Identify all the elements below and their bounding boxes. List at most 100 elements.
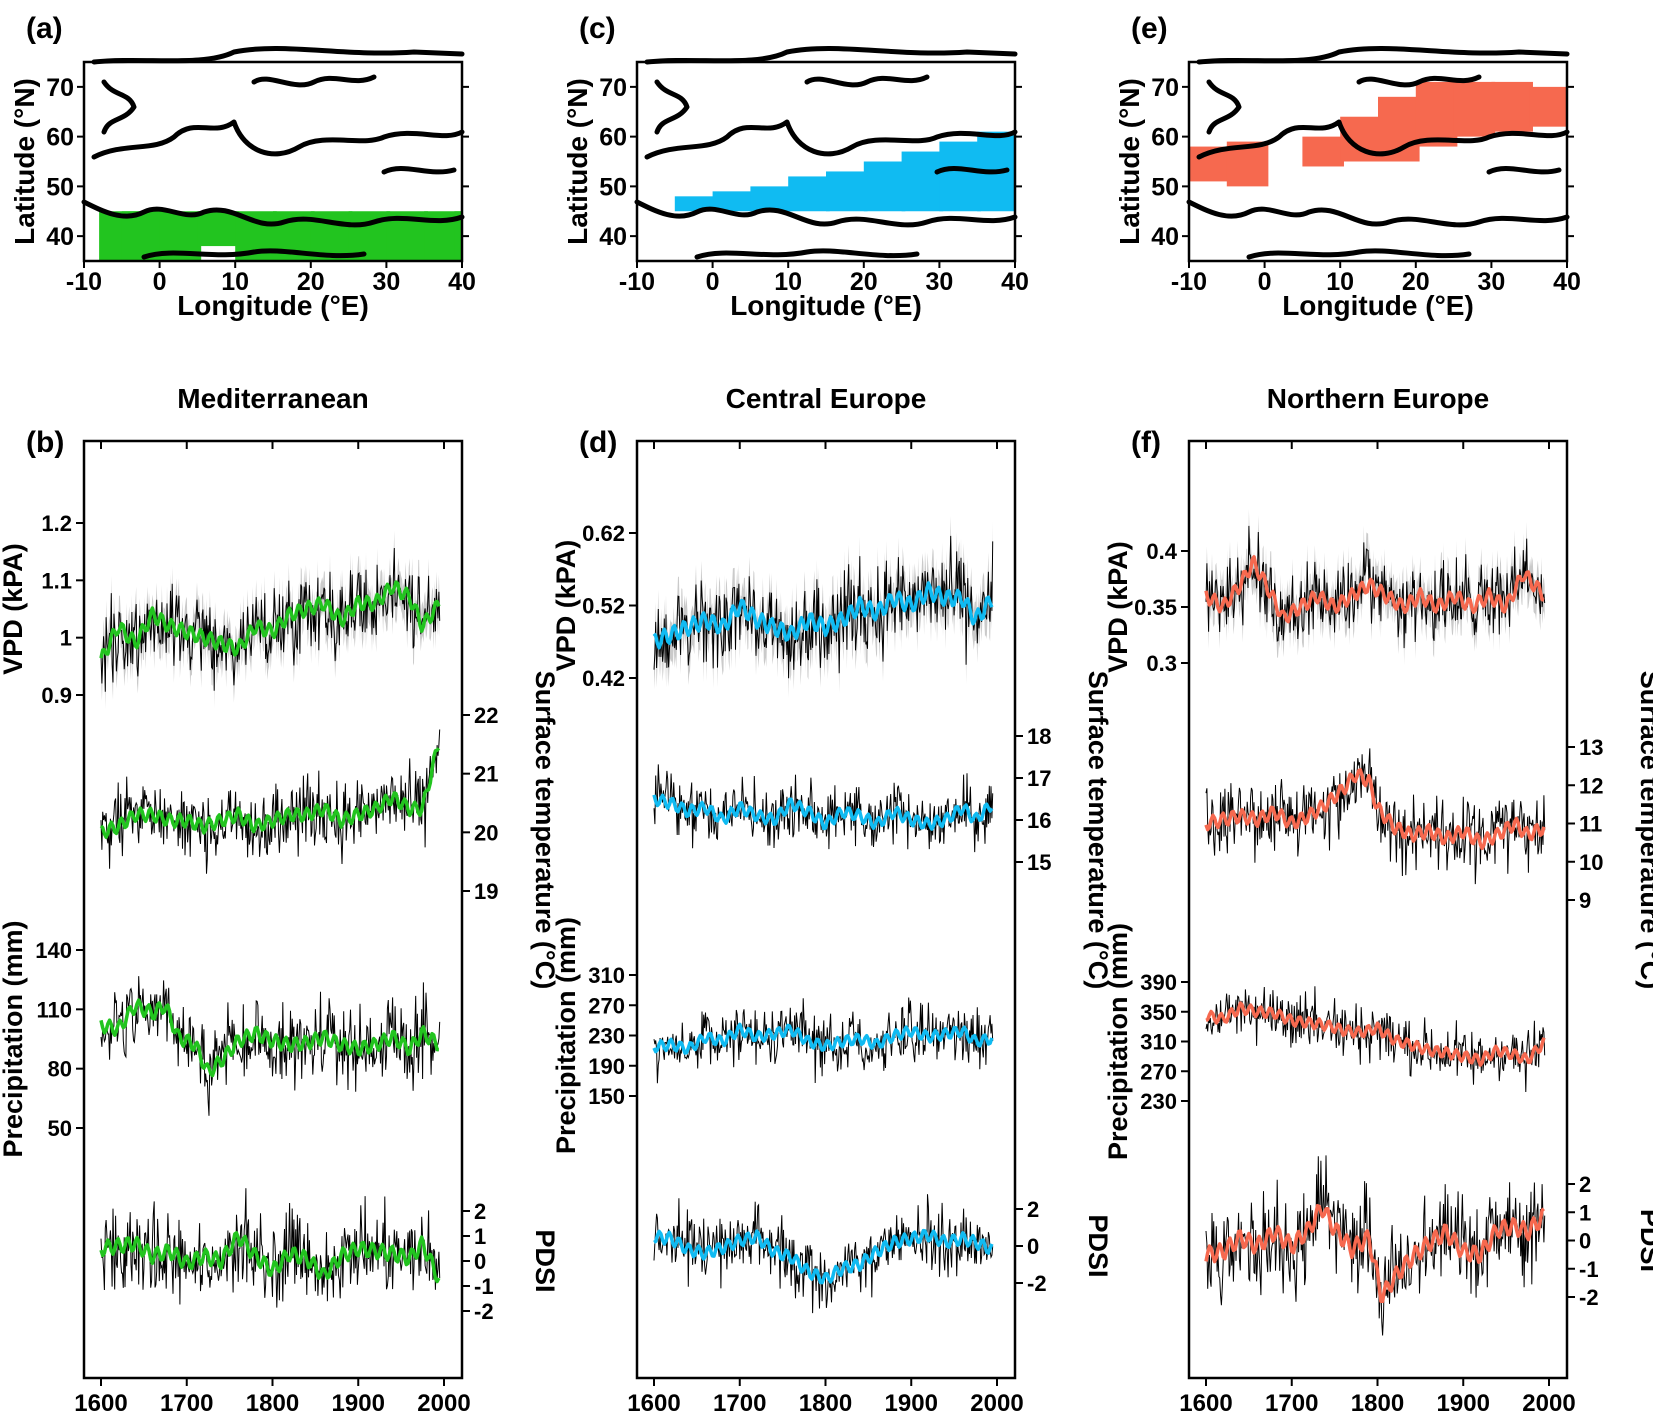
map-panel-0: -10 0 10 20 30 40 40 50 60 70 Longitude (°E) Latitu… <box>9 12 476 321</box>
y-tick-label: 110 <box>37 997 73 1022</box>
map-frame <box>82 60 464 263</box>
y-tick-label: 2 <box>474 1199 486 1224</box>
y-tick-label: 230 <box>1140 1089 1177 1114</box>
x-tick-label: 0 <box>153 268 167 296</box>
x-tick-label: 2000 <box>1522 1390 1575 1417</box>
y-tick-label: 0.9 <box>41 683 72 708</box>
map-panel-1: -10 0 10 20 30 40 40 50 60 70 Longitude (°E) Latitu… <box>562 12 1029 321</box>
x-tick-label: 1800 <box>1351 1390 1404 1417</box>
smoothed-line <box>1204 1203 1546 1304</box>
y-tick-label: 70 <box>46 74 74 102</box>
y-tick-label: 21 <box>474 762 498 787</box>
series-precipitation: 50 80 110 140 Precipitation (mm) <box>0 920 441 1158</box>
y-tick-label: -1 <box>1579 1257 1599 1282</box>
raw-line <box>653 997 994 1084</box>
y-tick-label: 140 <box>35 938 72 963</box>
map-frame <box>1187 60 1569 263</box>
region-cell <box>1491 81 1533 132</box>
raw-line <box>100 547 441 692</box>
series-vpd: 0.3 0.35 0.4 VPD (kPA) <box>1103 509 1546 676</box>
y-tick-label: 60 <box>1151 124 1179 152</box>
x-tick-label: 10 <box>1326 268 1354 296</box>
x-axis-label: Longitude (°E) <box>1282 290 1474 321</box>
y-tick-label: -2 <box>1027 1271 1047 1296</box>
y-tick-label: -2 <box>474 1299 494 1324</box>
smoothed-line <box>652 581 994 650</box>
y-tick-label: 50 <box>599 173 627 201</box>
raw-line <box>1205 748 1546 885</box>
region-cell <box>454 211 462 261</box>
y-tick-label: 1.1 <box>41 568 72 593</box>
smoothed-line <box>99 747 441 839</box>
y-axis-label: PDSI <box>530 1229 560 1292</box>
x-tick-label: -10 <box>1171 268 1207 296</box>
smoothed-line <box>99 580 441 659</box>
panel-label: (f) <box>1131 426 1161 459</box>
x-tick-label: 2000 <box>417 1390 470 1417</box>
y-tick-label: 0 <box>1027 1234 1039 1259</box>
y-tick-label: 9 <box>1579 888 1591 913</box>
coastline <box>634 46 1018 260</box>
timeseries-panel-1: Central Europe(d)1600 1700 1800 1900 20000.4… <box>551 383 1113 1417</box>
region-cell <box>1302 136 1344 167</box>
map-frame <box>635 60 1017 263</box>
series-precipitation: 230 270 310 350 390 Precipitation (mm) <box>1103 923 1546 1160</box>
y-tick-label: 40 <box>599 223 627 251</box>
y-tick-label: 80 <box>48 1057 72 1082</box>
y-axis-label: PDSI <box>1635 1209 1653 1272</box>
y-tick-label: 0.4 <box>1146 539 1177 564</box>
y-tick-label: 22 <box>474 703 498 728</box>
y-tick-label: 13 <box>1579 735 1603 760</box>
y-axis-label: Surface temperature (°C) <box>530 671 560 989</box>
y-tick-label: 0.35 <box>1134 595 1177 620</box>
x-tick-label: -10 <box>66 268 102 296</box>
y-tick-label: 390 <box>1140 970 1177 995</box>
y-tick-label: 70 <box>599 74 627 102</box>
region-cell <box>826 171 868 212</box>
y-tick-label: 0 <box>1579 1229 1591 1254</box>
y-axis-label: Latitude (°N) <box>1114 78 1145 245</box>
y-tick-label: 40 <box>1151 223 1179 251</box>
region-cell <box>939 141 981 212</box>
region-cell <box>750 186 792 212</box>
y-tick-label: 19 <box>474 879 498 904</box>
series-pdsi: -2 0 2 PDSI <box>653 1194 1113 1314</box>
y-tick-label: 40 <box>46 223 74 251</box>
region-cell <box>1453 81 1496 137</box>
x-tick-label: 1600 <box>74 1390 127 1417</box>
x-tick-label: 0 <box>706 268 720 296</box>
y-tick-label: 2 <box>1027 1197 1039 1222</box>
region-cell <box>901 151 944 212</box>
y-axis-label: VPD (kPA) <box>1103 541 1133 673</box>
x-tick-label: 1800 <box>799 1390 852 1417</box>
y-tick-label: 230 <box>588 1024 625 1049</box>
y-tick-label: 2 <box>1579 1172 1591 1197</box>
y-tick-label: 150 <box>588 1084 625 1109</box>
series-surface-temperature: 15 16 17 18 Surface temperature (°C) <box>652 671 1113 989</box>
x-tick-label: 1600 <box>1179 1390 1232 1417</box>
panel-label: (b) <box>26 426 64 459</box>
y-tick-label: 10 <box>1579 850 1603 875</box>
coastline <box>81 46 465 260</box>
panel-label: (c) <box>579 12 616 45</box>
y-axis-label: Surface temperature (°C) <box>1083 671 1113 989</box>
y-axis-label: Precipitation (mm) <box>551 917 581 1154</box>
series-precipitation: 150 190 230 270 310 Precipitation (mm) <box>551 917 994 1154</box>
smoothed-line <box>652 793 994 831</box>
y-axis-label: PDSI <box>1083 1214 1113 1277</box>
y-tick-label: 190 <box>588 1054 625 1079</box>
x-tick-label: 40 <box>1001 268 1029 296</box>
y-tick-label: 310 <box>588 963 625 988</box>
timeseries-panel-2: Northern Europe (f) 1600 1700 1800 1900 2000 0.… <box>1103 383 1653 1417</box>
region-cell <box>863 161 906 212</box>
y-tick-label: 11 <box>1579 812 1602 837</box>
y-tick-label: 18 <box>1027 724 1051 749</box>
smoothed-line <box>653 1228 994 1285</box>
y-tick-label: 310 <box>1140 1030 1177 1055</box>
x-tick-label: 40 <box>448 268 476 296</box>
region-cell <box>788 176 830 212</box>
y-axis-label: Precipitation (mm) <box>0 920 28 1157</box>
